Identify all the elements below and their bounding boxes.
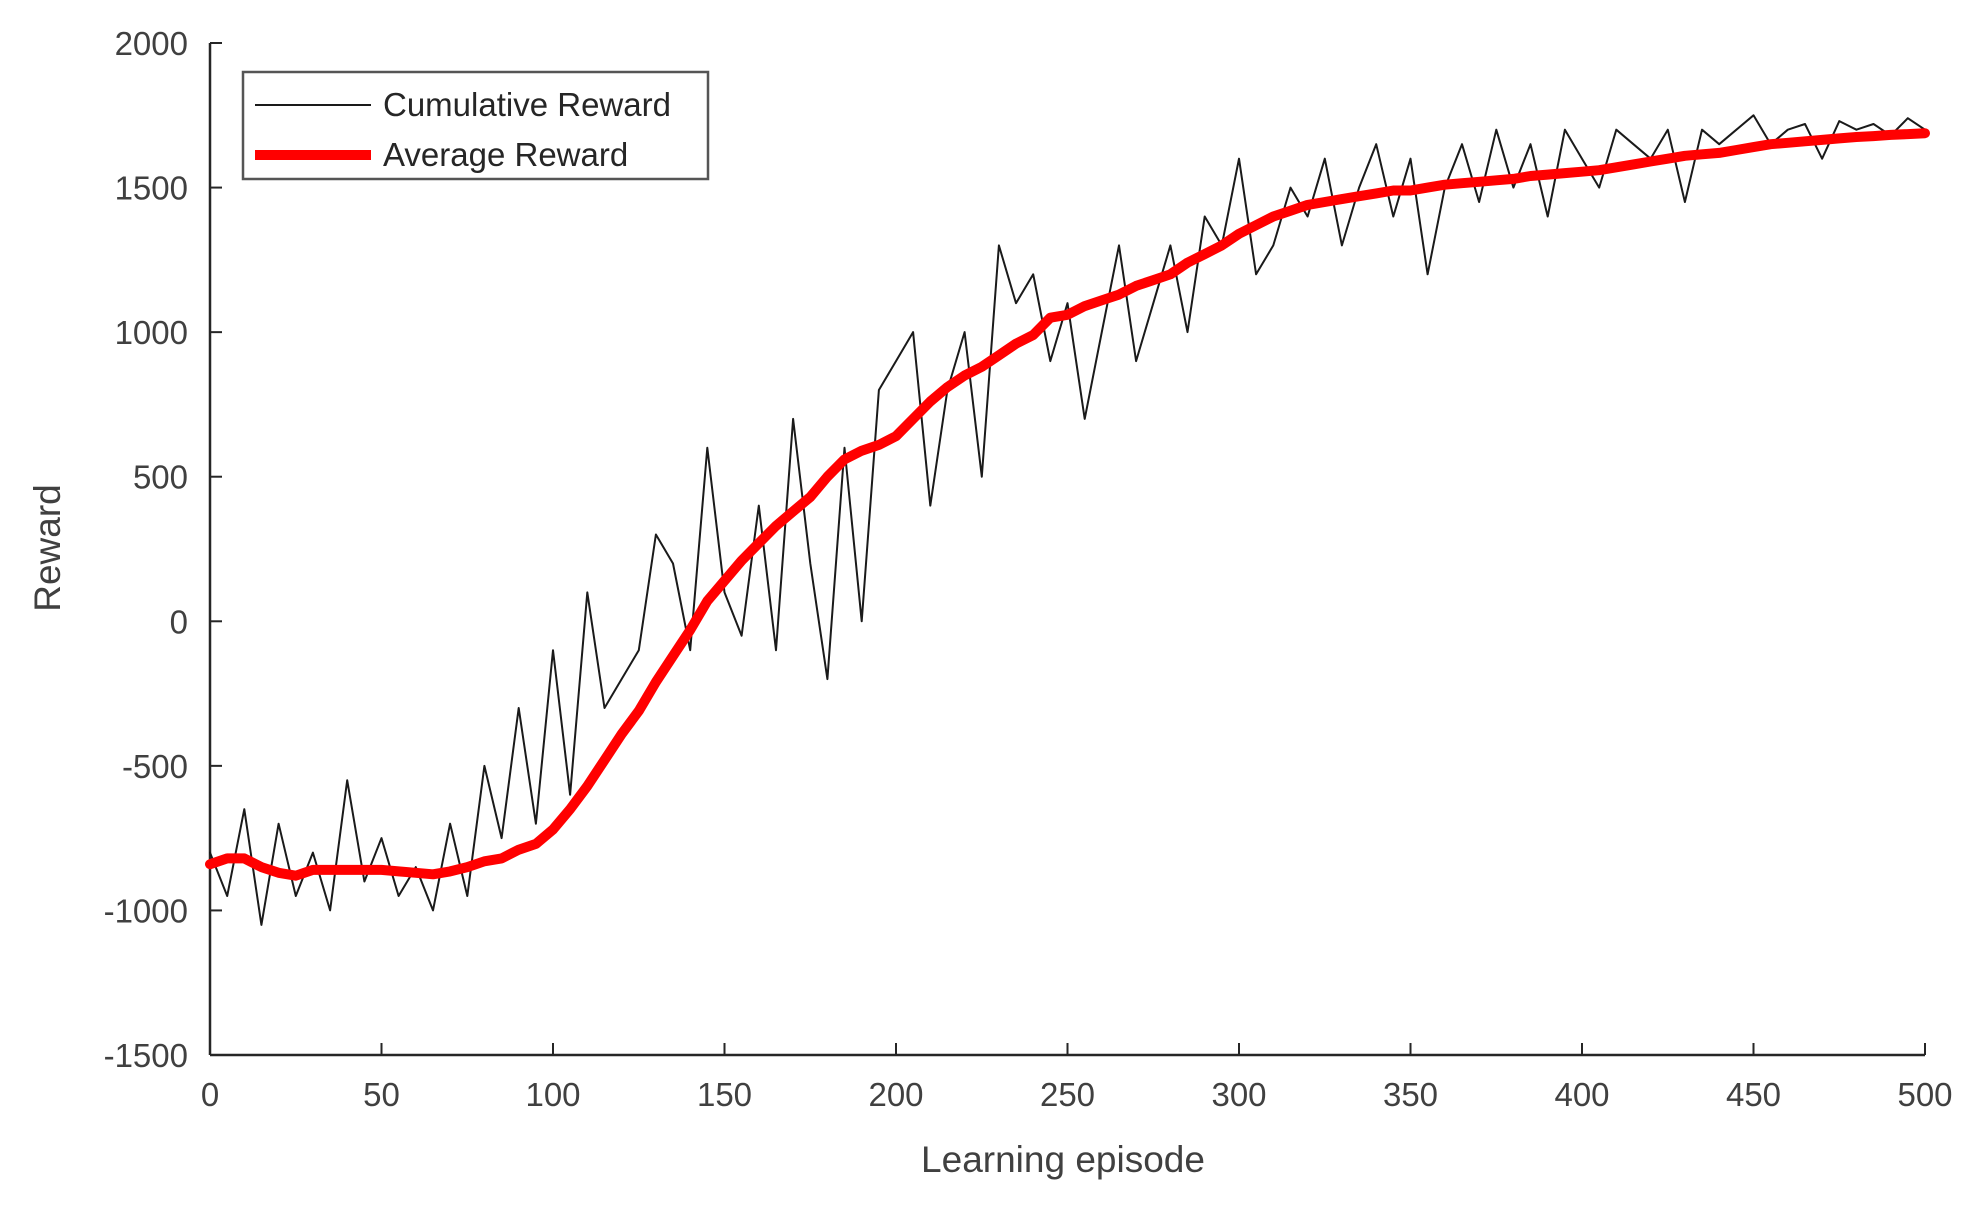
x-tick-label: 200 xyxy=(868,1076,923,1113)
y-tick-label: 1500 xyxy=(115,170,188,207)
x-tick-label: 0 xyxy=(201,1076,219,1113)
series-layer xyxy=(205,114,1930,926)
x-tick-label: 500 xyxy=(1897,1076,1952,1113)
y-tick-label: 1000 xyxy=(115,314,188,351)
legend-box xyxy=(241,70,710,181)
x-tick-label: 300 xyxy=(1211,1076,1266,1113)
x-tick-label: 250 xyxy=(1040,1076,1095,1113)
legend-label-average: Average Reward xyxy=(383,136,628,173)
x-tick-label: 50 xyxy=(363,1076,400,1113)
x-tick-label: 450 xyxy=(1726,1076,1781,1113)
y-tick-label: -1500 xyxy=(104,1037,188,1074)
y-tick-label: 500 xyxy=(133,459,188,496)
cumulative-reward-line xyxy=(209,114,1926,926)
x-tick-label: 350 xyxy=(1383,1076,1438,1113)
legend: Cumulative Reward Average Reward xyxy=(241,70,710,181)
y-axis-label: Reward xyxy=(27,484,68,612)
x-axis-label: Learning episode xyxy=(921,1139,1205,1180)
y-tick-label: -500 xyxy=(122,748,188,785)
y-tick-label: 0 xyxy=(170,603,188,640)
axes: 0 50 100 150 200 250 300 350 400 450 500 -1500 -1000… xyxy=(104,25,1953,1113)
y-tick-label: -1000 xyxy=(104,892,188,929)
legend-label-cumulative: Cumulative Reward xyxy=(383,86,671,123)
y-tick-label: 2000 xyxy=(115,25,188,62)
average-reward-line xyxy=(205,128,1930,881)
x-tick-label: 100 xyxy=(525,1076,580,1113)
x-tick-label: 400 xyxy=(1554,1076,1609,1113)
x-tick-label: 150 xyxy=(697,1076,752,1113)
